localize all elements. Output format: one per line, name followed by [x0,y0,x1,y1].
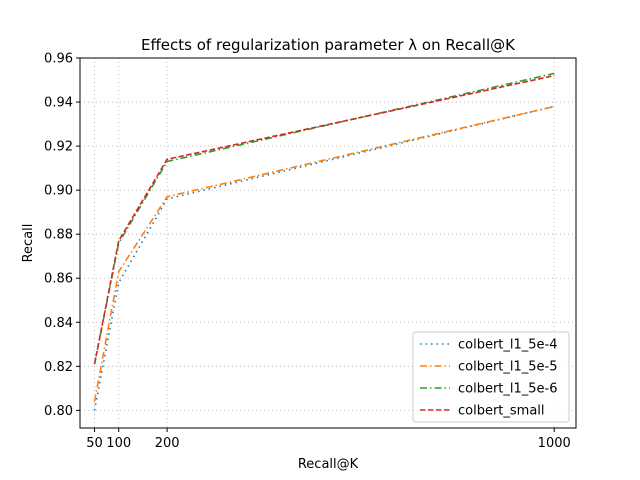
y-tick-label: 0.88 [44,228,73,243]
legend-box [412,331,570,423]
x-axis-ticks: 50 100 200 1000 [86,428,571,451]
y-tick-label: 0.84 [44,316,73,331]
y-tick-label: 0.92 [44,140,73,155]
legend: colbert_l1_5e-4 colbert_l1_5e-5 colbert_l1… [412,331,570,423]
x-tick-label: 1000 [538,436,571,451]
x-axis-label: Recall@K [298,457,359,472]
y-tick-label: 0.80 [44,404,73,419]
x-tick-label: 200 [155,436,180,451]
y-tick-label: 0.96 [44,52,73,67]
legend-label-colbert_l1_5e-6: colbert_l1_5e-6 [458,382,558,397]
legend-label-colbert_small: colbert_small [458,404,545,419]
y-axis-label: Recall [21,224,36,263]
legend-label-colbert_l1_5e-5: colbert_l1_5e-5 [458,360,558,375]
y-axis-ticks: 0.80 0.82 0.84 0.86 0.88 0.90 0.92 0.94 0.96 [44,52,80,419]
plot-area-frame [79,57,577,429]
y-tick-label: 0.82 [44,360,73,375]
legend-label-colbert_l1_5e-4: colbert_l1_5e-4 [458,338,558,353]
y-tick-label: 0.94 [44,96,73,111]
series-line-colbert_l1_5e-5 [93,105,555,402]
x-tick-label: 100 [106,436,131,451]
x-tick-label: 50 [86,436,103,451]
chart-title: Effects of regularization parameter λ on… [141,36,516,54]
y-tick-label: 0.86 [44,272,73,287]
series-lines [93,72,555,411]
series-line-colbert_l1_5e-6 [93,72,555,365]
series-line-colbert_small [93,74,555,365]
y-tick-label: 0.90 [44,184,73,199]
